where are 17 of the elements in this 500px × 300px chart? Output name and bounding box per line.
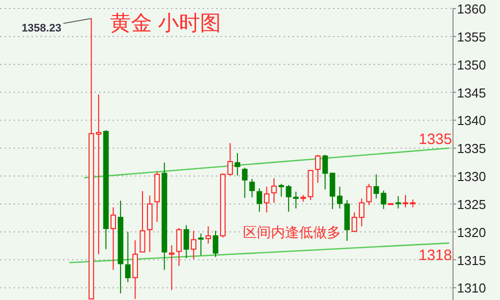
chart-title: 黄金 小时图 xyxy=(110,12,221,35)
annotation: 1358.23 xyxy=(22,22,62,34)
y-tick-label: 1360 xyxy=(457,2,486,17)
y-tick-label: 1355 xyxy=(457,29,486,44)
note-leader: 1358.23 xyxy=(22,18,92,34)
annotation: 1318 xyxy=(418,247,452,264)
annotation: 1335 xyxy=(418,131,452,148)
y-tick-label: 1340 xyxy=(457,113,486,128)
y-tick-label: 1345 xyxy=(457,85,486,100)
y-tick-label: 1315 xyxy=(457,252,486,268)
y-tick-label: 1325 xyxy=(457,196,486,212)
y-tick-label: 1310 xyxy=(457,280,486,296)
y-tick-label: 1335 xyxy=(457,141,486,156)
annotation: 区间内逢低做多 xyxy=(243,224,341,240)
y-tick-label: 1330 xyxy=(457,169,486,184)
y-tick-label: 1320 xyxy=(457,224,486,240)
y-tick-label: 1350 xyxy=(457,57,486,72)
